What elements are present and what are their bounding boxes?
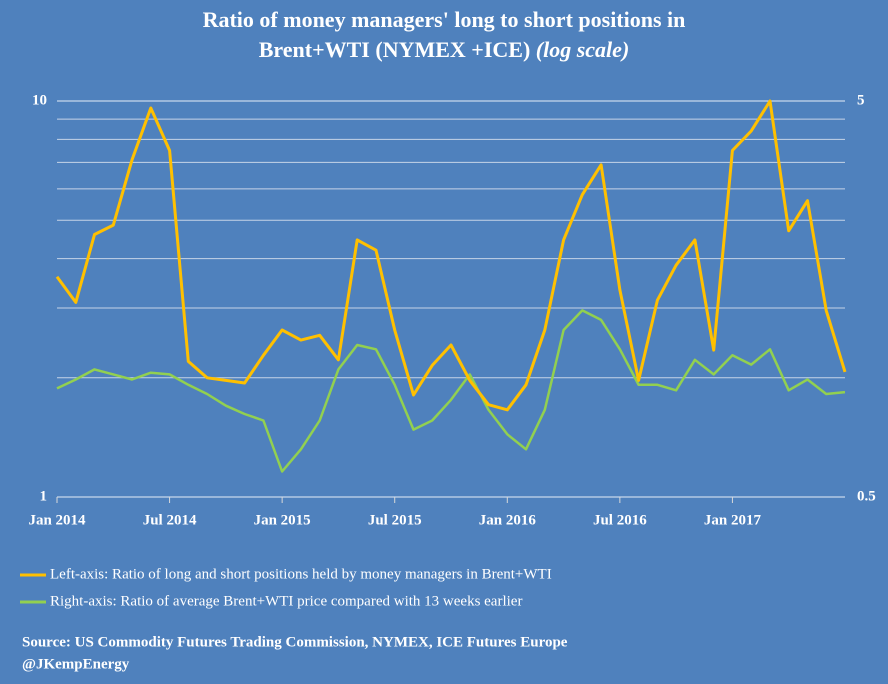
series-line: [55, 99, 847, 412]
y-tick-label: 10: [32, 92, 47, 108]
x-tick-label: Jul 2015: [368, 512, 422, 528]
chart-title: Ratio of money managers' long to short p…: [203, 7, 686, 32]
y2-tick-label: 5: [857, 92, 865, 108]
chart-title: Brent+WTI (NYMEX +ICE) (log scale): [259, 37, 630, 62]
series-line: [56, 309, 846, 473]
x-tick-label: Jan 2014: [28, 512, 86, 528]
x-tick-label: Jan 2016: [479, 512, 537, 528]
x-tick-label: Jan 2015: [254, 512, 311, 528]
x-tick-label: Jan 2017: [704, 512, 762, 528]
source: @JKempEnergy: [22, 656, 130, 672]
x-tick-label: Jul 2014: [143, 512, 197, 528]
y2-tick-label: 0.5: [857, 488, 876, 504]
x-tick-label: Jul 2016: [593, 512, 647, 528]
chart-title: Brent+WTI (NYMEX +ICE): [259, 37, 531, 62]
title-note: (log scale): [536, 37, 629, 62]
y-tick-label: 1: [40, 488, 48, 504]
legend-label: Right-axis: Ratio of average Brent+WTI p…: [50, 593, 522, 609]
legend-label: Left-axis: Ratio of long and short posit…: [50, 566, 552, 582]
source: Source: US Commodity Futures Trading Com…: [22, 634, 568, 650]
